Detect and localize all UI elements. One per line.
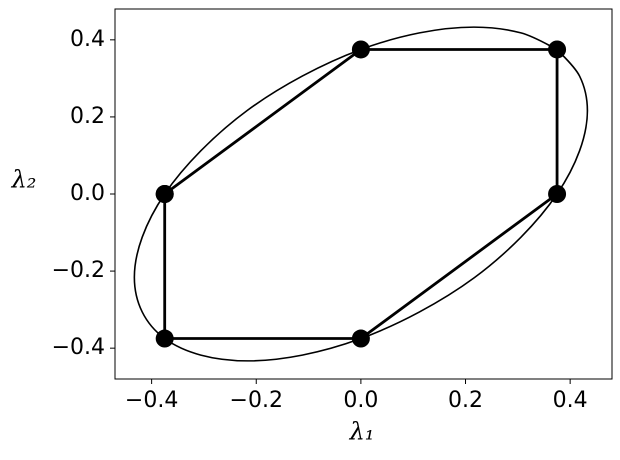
x-tick-label: 0.2 bbox=[448, 388, 483, 413]
y-tick-label: 0.2 bbox=[70, 104, 105, 129]
point-marker bbox=[351, 40, 370, 59]
point-marker bbox=[548, 185, 567, 203]
point-marker bbox=[351, 329, 370, 348]
y-tick-label: 0.4 bbox=[70, 27, 105, 52]
x-tick-label: −0.2 bbox=[230, 388, 283, 413]
x-tick-label: −0.4 bbox=[125, 388, 178, 413]
point-marker bbox=[548, 40, 567, 59]
x-tick-label: 0.0 bbox=[343, 388, 378, 413]
marks bbox=[133, 26, 589, 362]
x-axis-label: λ₁ bbox=[349, 418, 375, 446]
x-tick-label: 0.4 bbox=[553, 388, 588, 413]
point-marker bbox=[155, 329, 174, 348]
y-axis-label: λ₂ bbox=[11, 166, 37, 194]
plot-area bbox=[115, 9, 612, 379]
y-tick-label: 0.0 bbox=[70, 181, 105, 206]
y-tick-label: −0.2 bbox=[52, 258, 105, 283]
point-marker bbox=[155, 185, 174, 203]
y-tick-label: −0.4 bbox=[52, 335, 105, 360]
